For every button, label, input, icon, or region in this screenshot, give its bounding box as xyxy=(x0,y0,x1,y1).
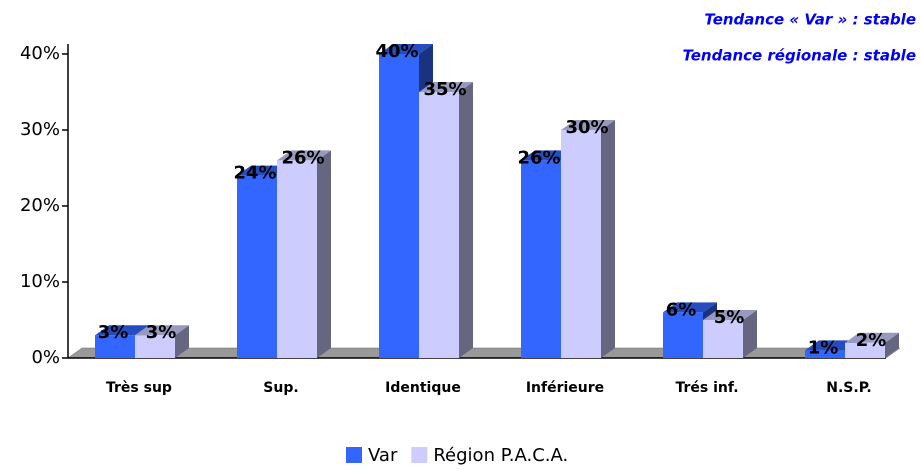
x-tick-label: Identique xyxy=(385,380,461,396)
y-tick-label: 20% xyxy=(20,195,60,216)
annotation: Tendance « Var » : stable xyxy=(704,11,916,29)
bar-top xyxy=(135,325,189,336)
value-label: 26% xyxy=(517,147,560,168)
bar-top xyxy=(845,332,899,343)
x-tick-label: Inférieure xyxy=(526,380,604,396)
value-label: 26% xyxy=(281,147,324,168)
x-tick-label: Trés inf. xyxy=(675,380,738,396)
bar-side xyxy=(601,120,615,358)
bar-top xyxy=(419,82,473,92)
value-label: 1% xyxy=(808,337,839,358)
bar-top xyxy=(379,44,433,54)
legend-label: Région P.A.C.A. xyxy=(433,445,568,466)
x-tick-label: Très sup xyxy=(106,380,172,396)
bar xyxy=(135,335,175,358)
y-tick-label: 40% xyxy=(20,43,60,64)
value-label: 2% xyxy=(856,330,887,351)
bar-top xyxy=(703,310,757,320)
bar xyxy=(805,350,845,358)
bar xyxy=(663,312,703,358)
value-label: 3% xyxy=(98,322,129,343)
bar-top xyxy=(277,150,331,161)
annotation: Tendance régionale : stable xyxy=(682,47,916,65)
bar xyxy=(845,342,885,358)
bar-top xyxy=(561,120,615,130)
value-label: 35% xyxy=(423,79,466,100)
bar-top xyxy=(663,302,717,313)
value-label: 6% xyxy=(666,299,697,320)
y-tick-label: 30% xyxy=(20,119,60,140)
bar xyxy=(95,335,135,358)
value-label: 5% xyxy=(714,307,745,328)
x-tick-label: Sup. xyxy=(263,380,298,396)
bar-side xyxy=(459,82,473,358)
bar-side xyxy=(743,310,757,358)
bar xyxy=(703,320,743,358)
legend-label: Var xyxy=(368,445,398,466)
bar xyxy=(521,160,561,358)
bar xyxy=(561,130,601,358)
bar xyxy=(379,54,419,358)
y-tick-label: 10% xyxy=(20,271,60,292)
bar xyxy=(277,160,317,358)
floor xyxy=(67,347,901,359)
x-tick-label: N.S.P. xyxy=(826,380,871,396)
bar xyxy=(419,92,459,358)
y-tick-label: 0% xyxy=(31,347,60,368)
value-label: 3% xyxy=(146,322,177,343)
bar xyxy=(237,175,277,358)
value-label: 24% xyxy=(233,163,276,184)
bar-top xyxy=(95,325,149,336)
bar-side xyxy=(885,332,899,358)
legend-swatch xyxy=(346,447,362,463)
legend-swatch xyxy=(411,447,428,463)
bar-side xyxy=(317,150,331,358)
bar-side xyxy=(175,325,189,358)
value-label: 30% xyxy=(565,117,608,138)
value-label: 40% xyxy=(375,41,418,62)
